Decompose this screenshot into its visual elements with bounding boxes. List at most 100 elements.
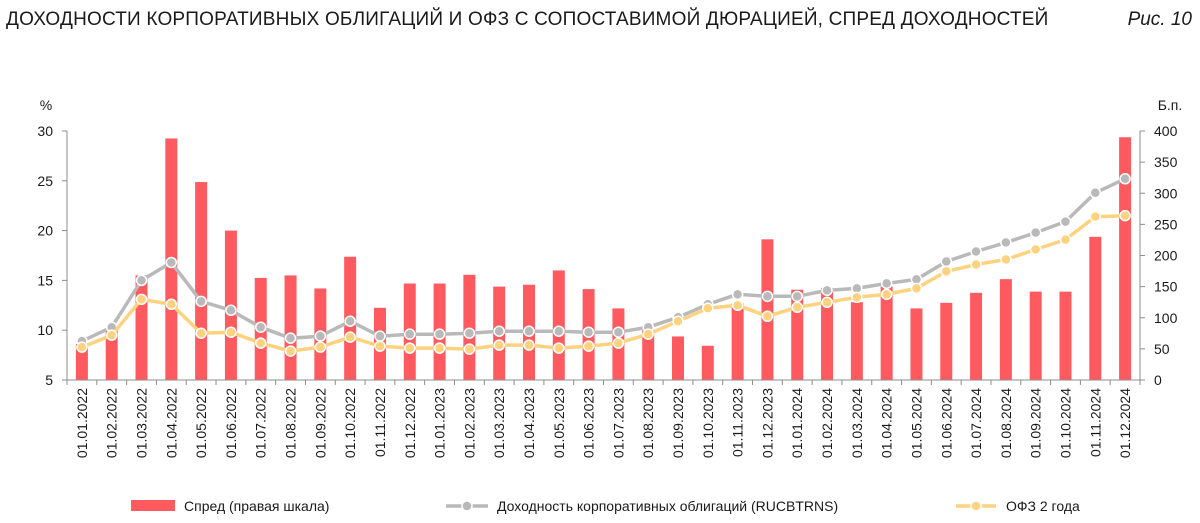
- series-point: [404, 328, 416, 340]
- yield-lines: [76, 173, 1131, 357]
- legend-label-line: Доходность корпоративных облигаций (RUCB…: [497, 498, 838, 514]
- spread-bar: [910, 308, 923, 380]
- chart-axes: 5 10 15 20 25 30% 0 50 100 150 200 250 300 350 400 Б.п.…: [37, 97, 1182, 458]
- series-point: [165, 298, 178, 311]
- x-tick-label: 01.12.2022: [402, 388, 418, 458]
- x-tick-label: 01.12.2023: [759, 388, 775, 458]
- x-tick-label: 01.05.2022: [193, 388, 209, 458]
- spread-bar: [701, 345, 714, 380]
- series-point: [225, 326, 237, 338]
- spread-bar: [880, 286, 893, 380]
- series-point: [523, 339, 535, 351]
- x-tick-label: 01.07.2024: [968, 388, 984, 458]
- series-point: [1029, 243, 1042, 256]
- series-point: [463, 343, 476, 355]
- spread-bar: [850, 302, 863, 380]
- series-point: [761, 310, 774, 323]
- spread-bar: [940, 302, 953, 380]
- series-point: [374, 330, 386, 342]
- series-point: [702, 302, 714, 315]
- legend-label-line: ОФЗ 2 года: [1006, 498, 1080, 514]
- series-point: [165, 256, 178, 269]
- spread-bar: [642, 330, 655, 380]
- series-point: [582, 340, 595, 352]
- series-point: [404, 342, 416, 354]
- series-point: [493, 325, 505, 337]
- series-point: [672, 315, 684, 327]
- x-tick-label: 01.07.2022: [253, 388, 269, 458]
- x-tick-label: 01.11.2024: [1087, 388, 1103, 457]
- series-point: [731, 299, 744, 312]
- left-tick-label: 10: [37, 322, 53, 338]
- spread-bar: [1059, 291, 1072, 380]
- spread-bar: [195, 182, 208, 380]
- series-point: [642, 328, 654, 340]
- left-tick-label: 15: [37, 272, 53, 288]
- legend-swatch-spread: [131, 500, 175, 511]
- series-point: [1000, 253, 1012, 266]
- x-tick-label: 01.01.2022: [74, 388, 90, 458]
- x-tick-label: 01.11.2023: [730, 388, 746, 457]
- series-point: [880, 288, 893, 301]
- left-tick-label: 5: [45, 372, 53, 388]
- legend-swatch-marker: [970, 500, 982, 512]
- series-point: [195, 327, 207, 339]
- series-point: [344, 315, 356, 327]
- series-point: [254, 337, 267, 349]
- series-point: [970, 258, 982, 271]
- spread-bar: [731, 303, 744, 380]
- x-tick-label: 01.08.2023: [640, 388, 656, 458]
- series-point: [135, 293, 148, 306]
- chart-legend: Спред (правая шкала) Доходность корпорати…: [131, 498, 1080, 514]
- series-point: [314, 341, 327, 353]
- x-tick-label: 01.10.2022: [342, 388, 358, 458]
- x-tick-label: 01.11.2022: [372, 388, 388, 457]
- series-point: [553, 342, 565, 354]
- series-point: [1119, 209, 1131, 222]
- series-point: [195, 295, 207, 308]
- x-tick-label: 01.04.2023: [521, 388, 537, 458]
- series-point: [135, 274, 148, 287]
- spread-bar: [105, 328, 118, 380]
- right-tick-label: 100: [1154, 310, 1178, 326]
- spread-bar: [791, 289, 804, 380]
- series-point: [791, 301, 803, 314]
- x-tick-label: 01.02.2022: [104, 388, 120, 458]
- x-tick-label: 01.03.2022: [134, 388, 150, 458]
- series-point: [284, 332, 297, 344]
- x-tick-label: 01.06.2022: [223, 388, 239, 458]
- series-point: [940, 265, 953, 278]
- spread-bar: [1029, 291, 1042, 380]
- right-tick-label: 250: [1154, 216, 1178, 232]
- x-tick-label: 01.01.2024: [789, 388, 805, 458]
- spread-bar: [75, 343, 88, 380]
- series-point: [225, 304, 237, 317]
- x-tick-label: 01.03.2024: [849, 388, 865, 458]
- series-line: [81, 177, 1126, 343]
- x-tick-label: 01.03.2023: [491, 388, 507, 458]
- series-point: [76, 341, 88, 353]
- x-tick-label: 01.05.2023: [551, 388, 567, 458]
- right-tick-label: 350: [1154, 154, 1178, 170]
- series-point: [851, 291, 863, 304]
- x-tick-label: 01.08.2024: [998, 388, 1014, 458]
- legend-swatch-marker: [461, 500, 473, 512]
- series-point: [612, 326, 625, 338]
- series-point: [553, 325, 565, 337]
- x-tick-label: 01.09.2024: [1028, 388, 1044, 458]
- left-tick-label: 20: [37, 223, 53, 239]
- series-point: [1119, 173, 1131, 185]
- series-point: [523, 325, 535, 337]
- spread-bar: [1119, 137, 1132, 380]
- series-point: [1089, 187, 1102, 199]
- spread-bar: [761, 239, 774, 380]
- series-point: [940, 255, 953, 268]
- spread-bar: [1089, 236, 1102, 380]
- left-tick-label: 25: [37, 173, 53, 189]
- x-tick-label: 01.02.2023: [461, 388, 477, 458]
- series-point: [284, 345, 297, 357]
- series-point: [582, 326, 595, 338]
- figure-reference: Рис. 10: [1127, 9, 1192, 30]
- right-tick-label: 400: [1154, 123, 1178, 139]
- spread-bar: [552, 270, 565, 380]
